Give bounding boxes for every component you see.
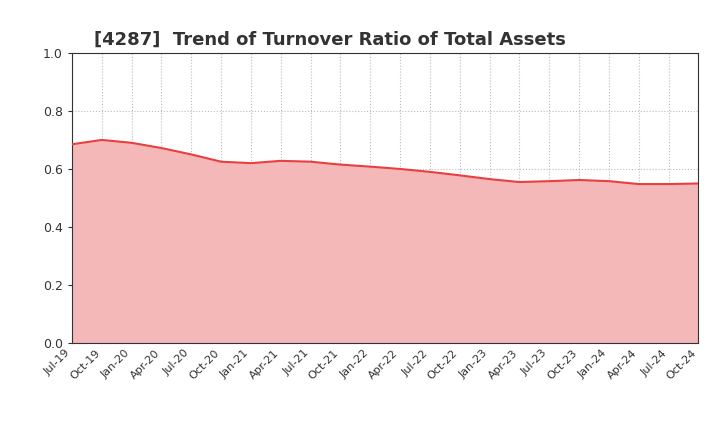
Text: [4287]  Trend of Turnover Ratio of Total Assets: [4287] Trend of Turnover Ratio of Total … xyxy=(94,31,565,49)
